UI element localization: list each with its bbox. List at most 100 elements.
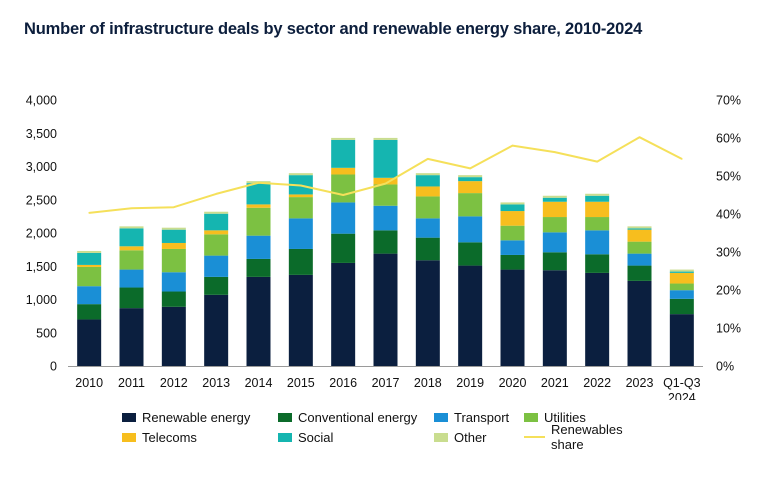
bar-segment: [246, 258, 271, 277]
y-tick-label: 0: [50, 360, 57, 374]
bar-segment: [204, 294, 229, 366]
line-point: [88, 212, 90, 214]
bar-segment: [500, 240, 525, 255]
bar-segment: [119, 246, 144, 251]
bar-segment: [161, 306, 186, 366]
bar-segment: [500, 269, 525, 366]
bar-segment: [373, 230, 398, 254]
bar-segment: [669, 290, 694, 299]
line-point: [469, 167, 471, 170]
bar-segment: [119, 287, 144, 309]
bar-segment: [585, 195, 610, 202]
bar-segment: [542, 197, 567, 202]
bar-segment: [161, 291, 186, 307]
line-point: [342, 194, 344, 196]
bar-segment: [288, 194, 313, 198]
bar-segment: [458, 181, 483, 194]
bar-segment: [627, 229, 652, 242]
legend-label: Transport: [454, 409, 510, 425]
line-point: [554, 151, 556, 153]
x-tick-label: 2012: [160, 376, 188, 390]
bar-segment: [246, 235, 271, 259]
bar-segment: [585, 201, 610, 218]
y-tick-label: 4,000: [26, 94, 57, 108]
bar-segment: [119, 269, 144, 288]
bar-segment: [204, 276, 229, 295]
x-tick-label: 2021: [541, 376, 569, 390]
legend-swatch: [278, 432, 292, 442]
bar-segment: [585, 193, 610, 196]
bar-segment: [415, 218, 440, 238]
bar-segment: [161, 272, 186, 292]
bar-segment: [542, 252, 567, 271]
bar-segment: [585, 230, 610, 255]
legend-item: Renewables share: [524, 422, 654, 452]
bar-segment: [627, 253, 652, 266]
bar-segment: [246, 204, 271, 208]
bar-segment: [77, 250, 102, 253]
chart-legend: Renewable energy Conventional energy Trans…: [122, 408, 682, 452]
bar-segment: [119, 228, 144, 247]
y2-tick-label: 50%: [716, 170, 741, 184]
line-point: [511, 144, 514, 147]
bar-segment: [246, 276, 271, 366]
bar-segment: [669, 272, 694, 284]
bar-segment: [288, 274, 313, 366]
bar-segment: [500, 254, 525, 270]
line-point: [173, 206, 175, 208]
bar-segment: [585, 272, 610, 366]
bar-segment: [669, 271, 694, 273]
bar-segment: [204, 213, 229, 231]
legend-swatch: [434, 412, 448, 422]
bar-segment: [542, 232, 567, 253]
line-point: [427, 158, 429, 160]
bar-segment: [373, 205, 398, 231]
bar-segment: [204, 230, 229, 235]
legend-swatch: [434, 432, 448, 442]
bar-segment: [458, 242, 483, 266]
bar-segment: [161, 248, 186, 273]
bar-segment: [542, 195, 567, 198]
legend-line-swatch: [524, 436, 546, 438]
bar-segment: [627, 228, 652, 230]
bar-segment: [415, 175, 440, 187]
bar-segment: [669, 269, 694, 272]
bar-segment: [585, 217, 610, 231]
bar-segment: [119, 226, 144, 229]
y-tick-label: 2,000: [26, 227, 57, 241]
line-point: [215, 193, 217, 195]
bar-segment: [331, 174, 356, 203]
bar-segment: [542, 201, 567, 218]
chart-title: Number of infrastructure deals by sector…: [24, 20, 643, 38]
bar-segment: [585, 254, 610, 273]
legend-swatch: [122, 432, 136, 442]
line-point: [257, 182, 260, 184]
legend-row: Telecoms Social Other Renewables share: [122, 422, 682, 452]
bar-segment: [77, 286, 102, 305]
x-tick-label: 2017: [372, 376, 400, 390]
x-tick-label: 2023: [626, 376, 654, 390]
legend-label: Conventional energy: [298, 409, 418, 425]
x-tick-label: 2019: [456, 376, 484, 390]
legend-row: Renewable energy Conventional energy Trans…: [122, 408, 682, 426]
y2-tick-label: 70%: [716, 94, 741, 108]
y2-tick-label: 40%: [716, 208, 741, 222]
legend-item: Conventional energy: [278, 410, 434, 425]
bar-segment: [669, 298, 694, 315]
bar-segment: [77, 266, 102, 287]
y2-tick-label: 10%: [716, 322, 741, 336]
x-tick-label: 2016: [329, 376, 357, 390]
bar-segment: [373, 137, 398, 140]
legend-item: Renewable energy: [122, 410, 278, 425]
bar-segment: [204, 234, 229, 256]
legend-item: Social: [278, 430, 434, 445]
x-tick-label: 2010: [75, 376, 103, 390]
bar-segment: [415, 173, 440, 176]
bar-segment: [373, 184, 398, 206]
y-tick-label: 1,500: [26, 260, 57, 274]
bar-segment: [331, 262, 356, 366]
bar-segment: [288, 218, 313, 249]
x-tick-label: 2022: [583, 376, 611, 390]
y-tick-label: 3,000: [26, 160, 57, 174]
legend-swatch: [524, 412, 538, 422]
